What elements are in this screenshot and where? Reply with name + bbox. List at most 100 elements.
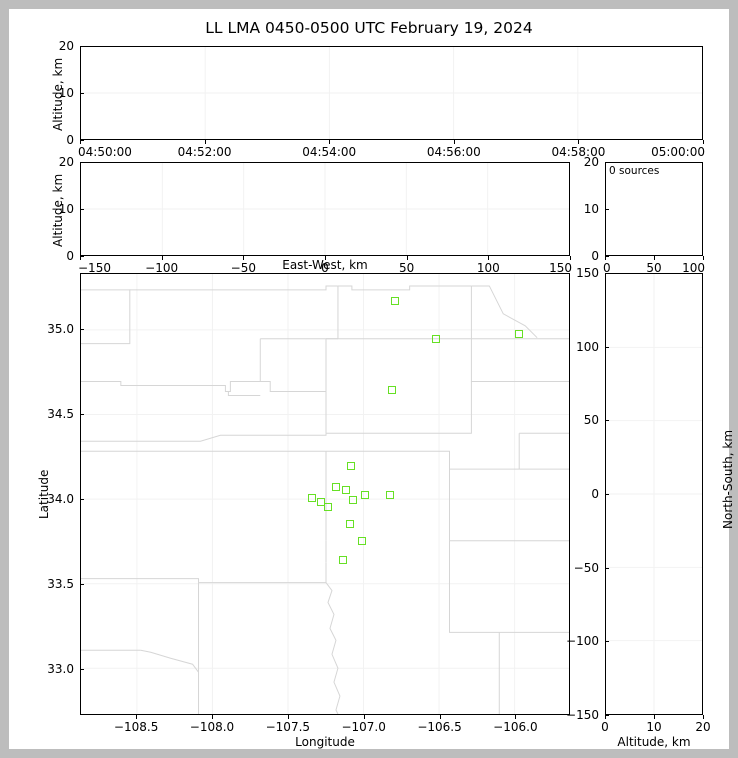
axis-tick-x	[287, 715, 289, 719]
axis-label-y: 0	[66, 249, 74, 263]
axis-tick-y	[605, 420, 609, 422]
axis-tick-x	[439, 715, 441, 719]
lma-source-marker	[339, 555, 348, 564]
axis-label-x: −108.0	[189, 720, 235, 734]
axis-tick-x	[136, 715, 138, 719]
axis-label-x: 0	[601, 720, 609, 734]
axis-label-x: −50	[230, 261, 256, 275]
axis-tick-y	[80, 209, 84, 210]
axis-label-y: 33.0	[47, 662, 74, 677]
axis-tick-y	[605, 256, 609, 257]
axis-label-x: 100	[682, 261, 705, 275]
axis-label-y: −50	[573, 560, 599, 575]
panel-altitude-northsouth[interactable]	[605, 273, 703, 715]
axis-label-x: 04:50:00	[78, 145, 132, 159]
axis-tick-y	[80, 93, 84, 94]
axis-tick-y	[80, 140, 84, 141]
axis-tick-x	[204, 140, 206, 144]
axis-tick-x	[161, 256, 163, 260]
axis-label-x: 04:56:00	[426, 145, 481, 159]
axis-tick-x	[80, 256, 81, 260]
axis-tick-x	[488, 256, 490, 260]
axis-label-y: 100	[576, 339, 599, 354]
lma-source-marker	[387, 385, 396, 394]
axis-label-y: 35.0	[47, 322, 74, 337]
lma-source-marker	[331, 482, 340, 491]
axis-tick-y	[80, 162, 84, 163]
axis-label-x: 04:54:00	[302, 145, 357, 159]
axis-label-y: 150	[576, 266, 599, 280]
axis-tick-x	[703, 256, 704, 260]
axis-tick-y	[80, 46, 84, 47]
axis-label-y: 10	[583, 202, 599, 216]
axis-label-y: 34.5	[47, 407, 74, 422]
axis-label-y: 33.5	[47, 577, 74, 592]
axis-tick-y	[605, 162, 609, 163]
lma-source-marker	[347, 462, 356, 471]
axis-tick-x	[453, 140, 455, 144]
lma-source-marker	[360, 491, 369, 499]
axis-tick-y	[605, 494, 609, 495]
lma-figure: LL LMA 0450-0500 UTC February 19, 2024 0…	[9, 9, 735, 749]
lma-source-marker	[316, 497, 325, 506]
axis-tick-x	[515, 715, 517, 719]
lma-source-marker	[386, 491, 395, 499]
axis-label-x: 04:52:00	[177, 145, 232, 159]
lma-source-marker	[345, 519, 354, 528]
panel-eastwest-altitude[interactable]	[80, 162, 570, 256]
axis-tick-y	[605, 273, 609, 274]
axis-label-x: −107.0	[341, 720, 386, 734]
lma-source-marker	[324, 502, 333, 511]
axis-label-y: 50	[583, 413, 599, 428]
axis-label-x: 50	[646, 261, 662, 275]
axis-tick-x	[605, 256, 606, 260]
panel-altitude-histogram[interactable]: 0 sources	[605, 162, 703, 256]
axis-label-x: −108.5	[113, 720, 159, 734]
axis-tick-x	[406, 256, 408, 260]
axis-label-y: 0	[591, 487, 599, 501]
axis-tick-y	[80, 669, 84, 671]
axis-tick-x	[211, 715, 213, 719]
axis-label-y: 0	[66, 133, 74, 147]
source-count-label: 0 sources	[609, 165, 660, 177]
axis-tick-x	[363, 715, 365, 719]
axis-label-x: −106.5	[417, 720, 462, 734]
lma-source-marker	[515, 329, 524, 338]
panel1-ylabel: Altitude, km	[51, 57, 65, 131]
axis-label-y: 0	[591, 249, 599, 263]
axis-tick-y	[80, 584, 84, 586]
axis-label-x: 0	[603, 261, 611, 275]
lma-source-marker	[342, 485, 351, 494]
axis-label-y: 20	[58, 155, 74, 169]
axis-label-x: −106.0	[493, 720, 538, 734]
axis-label-x: 20	[695, 720, 711, 734]
lma-source-marker	[357, 536, 366, 545]
axis-tick-x	[570, 256, 571, 260]
lma-source-marker	[348, 496, 357, 505]
axis-label-x: −100	[145, 261, 179, 275]
panel-longitude-latitude-map[interactable]	[80, 273, 570, 715]
panel5-xlabel: Altitude, km	[617, 735, 691, 749]
axis-label-x: 04:58:00	[551, 145, 606, 159]
axis-label-x: 100	[476, 261, 500, 275]
axis-tick-x	[654, 715, 655, 719]
panel2-xlabel: East-West, km	[282, 258, 368, 272]
axis-label-y: 20	[583, 155, 599, 169]
axis-tick-y	[605, 346, 609, 348]
lma-source-marker	[307, 494, 316, 503]
figure-title: LL LMA 0450-0500 UTC February 19, 2024	[205, 19, 533, 37]
axis-tick-y	[80, 329, 84, 331]
panel-time-altitude[interactable]	[80, 46, 703, 140]
axis-label-y: 34.0	[47, 492, 74, 507]
axis-label-x: −107.5	[265, 720, 311, 734]
panel2-ylabel: Altitude, km	[51, 173, 65, 247]
axis-tick-x	[325, 256, 326, 260]
axis-label-x: 05:00:00	[651, 145, 705, 159]
axis-tick-x	[703, 715, 704, 719]
state-county-boundaries	[81, 285, 569, 714]
axis-tick-x	[578, 140, 580, 144]
axis-label-y: 10	[58, 202, 74, 216]
axis-label-x: 50	[399, 261, 415, 275]
axis-label-y: 10	[58, 86, 74, 100]
axis-label-x: 150	[549, 261, 572, 275]
